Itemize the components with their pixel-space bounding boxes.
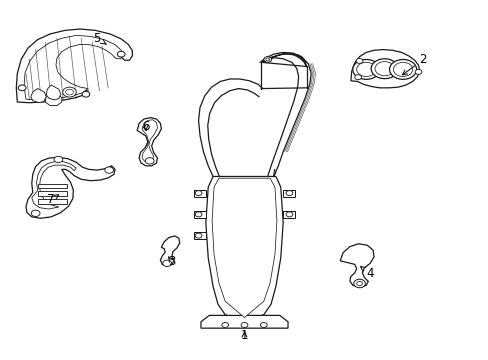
Polygon shape [201,315,287,328]
Polygon shape [350,50,419,88]
Text: 1: 1 [240,329,248,342]
Text: 4: 4 [360,266,373,280]
Circle shape [353,279,365,288]
Circle shape [352,59,379,79]
Circle shape [82,91,90,97]
Circle shape [117,51,125,57]
Circle shape [260,323,266,328]
Circle shape [374,62,393,76]
Circle shape [222,323,228,328]
Polygon shape [193,232,205,239]
Polygon shape [212,178,276,318]
Text: 2: 2 [402,53,426,75]
Text: 7: 7 [47,193,59,206]
Polygon shape [38,192,66,195]
Circle shape [18,85,26,91]
Circle shape [370,59,397,78]
Circle shape [264,57,271,62]
Circle shape [65,89,73,95]
Polygon shape [16,29,132,103]
Circle shape [195,233,202,238]
Circle shape [285,212,292,217]
Polygon shape [160,236,180,266]
Circle shape [145,158,154,164]
Polygon shape [142,120,157,162]
Circle shape [285,191,292,195]
Text: 3: 3 [168,255,175,268]
Circle shape [414,69,421,75]
Polygon shape [24,35,122,100]
Circle shape [195,212,202,217]
Polygon shape [26,157,115,218]
Polygon shape [38,199,66,204]
Polygon shape [340,244,373,287]
Circle shape [265,58,269,61]
Polygon shape [283,190,295,197]
Circle shape [356,62,375,77]
Circle shape [356,282,362,285]
Polygon shape [31,89,46,103]
Polygon shape [205,176,283,322]
Circle shape [163,260,171,266]
Polygon shape [193,211,205,218]
Circle shape [31,210,40,216]
Text: 5: 5 [93,32,106,45]
Polygon shape [137,118,161,166]
Polygon shape [32,162,76,209]
Circle shape [195,191,202,195]
Polygon shape [46,85,61,100]
Polygon shape [38,184,66,188]
Circle shape [354,75,361,80]
Circle shape [62,87,76,97]
Circle shape [241,323,247,328]
Polygon shape [45,89,61,105]
Circle shape [104,167,113,173]
Circle shape [54,156,62,163]
Circle shape [355,58,362,63]
Circle shape [389,59,416,79]
Text: 6: 6 [142,120,149,133]
Polygon shape [283,211,295,218]
Polygon shape [193,190,205,197]
Circle shape [393,62,412,77]
